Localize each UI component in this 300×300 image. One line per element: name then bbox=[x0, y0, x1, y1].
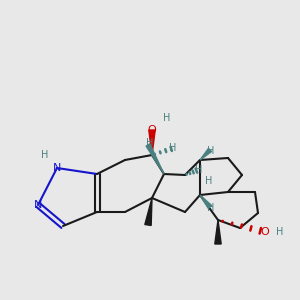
Polygon shape bbox=[215, 220, 221, 244]
Text: H: H bbox=[41, 150, 49, 160]
Polygon shape bbox=[145, 198, 152, 226]
Text: N: N bbox=[34, 200, 42, 210]
Text: H: H bbox=[207, 203, 215, 213]
Polygon shape bbox=[200, 148, 212, 160]
Text: H: H bbox=[163, 113, 171, 123]
Text: O: O bbox=[148, 125, 156, 135]
Text: H: H bbox=[207, 146, 215, 156]
Polygon shape bbox=[200, 195, 212, 208]
Polygon shape bbox=[149, 130, 155, 155]
Text: H: H bbox=[205, 176, 213, 186]
Text: N: N bbox=[53, 163, 61, 173]
Text: H: H bbox=[276, 227, 284, 237]
Text: H: H bbox=[146, 138, 154, 148]
Text: O: O bbox=[261, 227, 269, 237]
Text: H: H bbox=[169, 143, 177, 153]
Text: H: H bbox=[195, 165, 203, 175]
Polygon shape bbox=[146, 144, 164, 174]
